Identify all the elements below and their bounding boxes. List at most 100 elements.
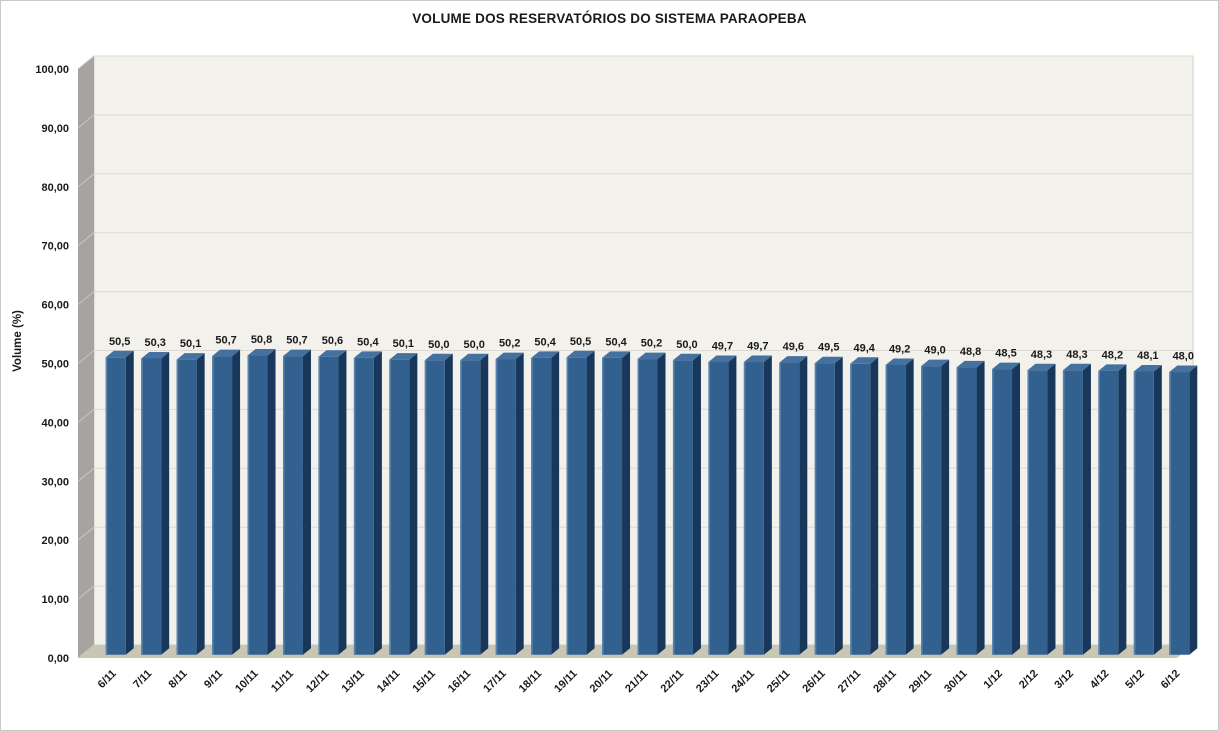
bar-edge-highlight (743, 362, 746, 655)
bar-edge-highlight (105, 357, 108, 655)
bar-value-label: 49,6 (783, 341, 804, 353)
bar-top-face (708, 355, 737, 363)
bar-edge-highlight (460, 360, 462, 655)
bar-edge-highlight (389, 359, 391, 655)
bar-edge-highlight (1027, 370, 1030, 655)
y-tick-label: 80,00 (41, 182, 69, 194)
y-tick-label: 40,00 (41, 417, 69, 429)
bar-edge-highlight (956, 367, 959, 655)
side-wall-gridline (77, 409, 95, 423)
bar-top-face (814, 356, 843, 364)
bar-value-label: 49,7 (747, 341, 768, 353)
side-wall-gridline (77, 232, 95, 247)
bar-top-face (1062, 363, 1091, 371)
bar-top-face (495, 352, 524, 360)
bar-side-face (515, 352, 524, 655)
bar-top-face (850, 357, 879, 364)
x-tick-label: 21/11 (623, 668, 651, 696)
bar-value-label: 50,2 (641, 338, 662, 350)
bar (602, 357, 623, 655)
plot-floor (78, 645, 1193, 658)
bar-side-face (232, 349, 241, 655)
x-tick-label: 20/11 (588, 668, 616, 696)
bar-value-label: 48,0 (1173, 351, 1194, 363)
bar-side-face (267, 349, 276, 655)
bar-edge-highlight (850, 363, 852, 655)
bar-side-face (1047, 363, 1056, 655)
bar-value-label: 48,8 (960, 346, 981, 358)
bar-top-face (460, 353, 489, 361)
bar-value-label: 50,8 (251, 334, 272, 346)
bar-value-label: 49,2 (889, 343, 910, 355)
bar-value-label: 50,1 (180, 338, 201, 350)
bar-side-face (1118, 364, 1127, 655)
bar-side-face (763, 355, 772, 655)
bar (353, 357, 374, 655)
bar (672, 360, 693, 655)
bar-side-face (1082, 363, 1091, 655)
bar (956, 367, 977, 655)
bar (424, 360, 445, 655)
bar-edge-highlight (885, 364, 888, 655)
bar-top-face (956, 360, 985, 368)
bar-edge-highlight (212, 356, 214, 655)
bar-edge-highlight (1169, 372, 1171, 655)
x-tick-label: 6/11 (96, 668, 119, 691)
bar (885, 364, 906, 655)
x-tick-label: 14/11 (375, 668, 403, 696)
y-tick-label: 30,00 (41, 476, 69, 488)
x-tick-label: 9/11 (202, 668, 225, 691)
bar-side-face (799, 356, 808, 655)
x-tick-label: 13/11 (339, 668, 367, 696)
side-wall-gridline (77, 350, 95, 364)
bar-value-label: 49,5 (818, 342, 839, 354)
x-tick-label: 27/11 (836, 668, 864, 696)
bar-value-label: 50,1 (393, 338, 414, 350)
bar (460, 360, 481, 655)
bar-side-face (444, 353, 453, 655)
bar-side-face (905, 358, 914, 655)
x-tick-label: 29/11 (907, 668, 935, 696)
bar-edge-highlight (318, 356, 321, 655)
bar-edge-highlight (247, 355, 250, 655)
bar-value-label: 48,1 (1137, 350, 1158, 362)
bar (1098, 370, 1119, 655)
bar (282, 356, 303, 655)
bar (708, 362, 729, 655)
bar-value-label: 48,3 (1066, 349, 1087, 361)
bar-top-face (318, 350, 347, 357)
bar-value-label: 49,4 (853, 342, 875, 354)
x-tick-label: 4/12 (1088, 668, 1112, 692)
bar-value-label: 50,0 (464, 339, 485, 351)
bar (105, 357, 126, 655)
bar-side-face (976, 360, 985, 655)
x-tick-label: 6/12 (1159, 668, 1183, 692)
bar-top-face (885, 358, 914, 365)
bar (850, 363, 871, 655)
x-tick-label: 10/11 (233, 668, 261, 696)
x-tick-label: 24/11 (729, 668, 757, 696)
bar-side-face (692, 353, 701, 655)
y-tick-label: 50,00 (41, 359, 69, 371)
bar-top-face (282, 349, 311, 357)
bar-value-label: 50,4 (605, 336, 627, 348)
bar-value-label: 50,0 (676, 339, 697, 351)
x-tick-label: 30/11 (942, 668, 970, 696)
x-tick-label: 11/11 (269, 668, 296, 695)
bar-value-label: 50,0 (428, 339, 449, 351)
x-tick-label: 1/12 (982, 668, 1006, 692)
bar-side-face (1012, 362, 1021, 655)
bar-top-face (424, 353, 453, 361)
side-wall-gridline (77, 467, 95, 482)
x-tick-label: 16/11 (446, 668, 474, 696)
bar-top-face (672, 353, 701, 361)
bar-value-label: 50,3 (144, 337, 165, 349)
bar-side-face (373, 351, 382, 655)
y-tick-label: 60,00 (41, 300, 69, 312)
bar (779, 362, 800, 655)
bar (141, 358, 162, 655)
bar-side-face (728, 355, 737, 655)
side-wall-gridline (77, 291, 95, 305)
bar-edge-highlight (992, 369, 994, 655)
